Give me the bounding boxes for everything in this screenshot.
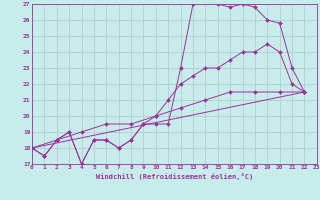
X-axis label: Windchill (Refroidissement éolien,°C): Windchill (Refroidissement éolien,°C)	[96, 173, 253, 180]
